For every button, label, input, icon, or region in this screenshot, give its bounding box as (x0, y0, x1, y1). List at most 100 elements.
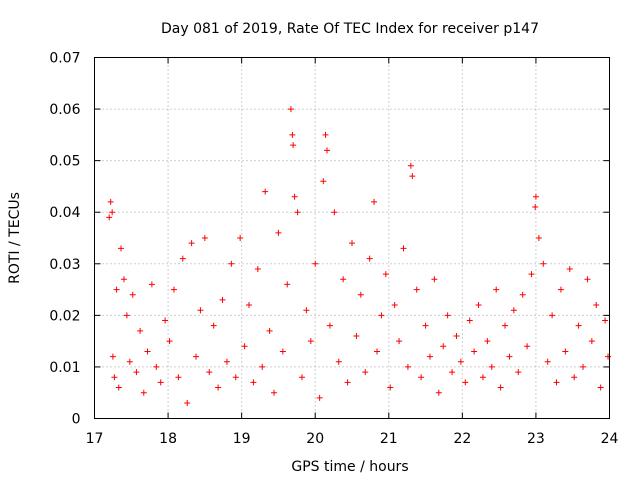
roti-data-point (540, 260, 547, 267)
roti-data-point (493, 286, 500, 293)
roti-data-point (349, 240, 355, 247)
roti-data-point (223, 358, 230, 365)
roti-data-point (357, 291, 364, 298)
roti-data-point (148, 281, 155, 288)
roti-data-point (206, 369, 213, 376)
roti-data-point (566, 265, 573, 272)
roti-data-point (502, 322, 509, 329)
roti-data-point (111, 374, 118, 381)
roti-data-point (449, 369, 456, 376)
roti-data-point (422, 322, 429, 329)
roti-data-point (115, 384, 122, 391)
roti-data-point (544, 358, 551, 365)
y-tick-label: 0.03 (49, 257, 80, 273)
roti-data-point (289, 131, 296, 138)
y-tick-label: 0.07 (49, 51, 80, 67)
roti-data-point (413, 286, 420, 293)
roti-data-point (184, 400, 191, 407)
y-tick-label: 0 (72, 412, 81, 428)
roti-data-point (193, 353, 200, 360)
y-axis-label: ROTI / TECUs (7, 192, 23, 284)
roti-data-point (400, 245, 407, 252)
y-tick-label: 0.01 (49, 360, 80, 376)
roti-data-point (250, 379, 257, 386)
roti-data-point (409, 173, 416, 180)
chart-title: Day 081 of 2019, Rate Of TEC Index for r… (161, 21, 539, 37)
roti-data-point (246, 302, 252, 309)
x-tick-label: 20 (306, 431, 324, 447)
roti-data-point (497, 384, 504, 391)
x-tick-label: 24 (601, 431, 619, 447)
x-tick-label: 21 (380, 431, 398, 447)
roti-data-point (137, 327, 144, 334)
roti-data-point (510, 307, 517, 314)
roti-data-point (553, 379, 560, 386)
roti-data-point (506, 353, 513, 360)
roti-data-point (584, 276, 591, 283)
roti-data-point (106, 214, 113, 221)
roti-data-point (597, 384, 604, 391)
roti-data-point (279, 348, 286, 355)
roti-data-point (316, 394, 323, 401)
roti-data-point (298, 374, 305, 381)
x-tick-label: 18 (159, 431, 177, 447)
roti-data-point (488, 363, 495, 370)
roti-data-point (462, 379, 469, 386)
roti-data-point (378, 312, 385, 319)
roti-data-point (524, 343, 531, 350)
roti-data-point (219, 296, 226, 303)
roti-data-point (593, 302, 600, 309)
roti-data-point (320, 178, 327, 185)
roti-data-point (575, 322, 582, 329)
data-points (106, 106, 612, 407)
roti-data-point (387, 384, 394, 391)
roti-data-point (228, 260, 235, 267)
roti-data-point (275, 229, 282, 236)
roti-data-point (549, 312, 556, 319)
roti-data-point (382, 271, 389, 278)
roti-data-point (362, 369, 369, 376)
roti-data-point (366, 255, 373, 262)
roti-data-point (344, 379, 351, 386)
roti-data-point (479, 374, 486, 381)
roti-data-point (562, 348, 569, 355)
roti-data-point (528, 271, 535, 278)
grid (94, 57, 610, 419)
x-tick-label: 23 (527, 431, 545, 447)
roti-data-point (153, 363, 160, 370)
roti-data-point (210, 322, 217, 329)
roti-data-point (335, 358, 342, 365)
roti-data-point (471, 348, 478, 355)
roti-data-point (303, 307, 310, 314)
roti-data-point (157, 379, 164, 386)
roti-data-point (466, 317, 473, 324)
roti-data-point (126, 358, 133, 365)
roti-data-point (271, 389, 278, 396)
roti-data-point (457, 358, 464, 365)
roti-data-point (241, 343, 248, 350)
roti-data-point (426, 353, 433, 360)
roti-data-point (605, 353, 612, 360)
roti-data-point (123, 312, 130, 319)
x-tick-label: 19 (233, 431, 251, 447)
roti-data-point (232, 374, 239, 381)
roti-data-point (391, 302, 398, 309)
roti-data-point (440, 343, 447, 350)
roti-data-point (396, 338, 403, 345)
roti-data-point (475, 302, 482, 309)
roti-data-point (262, 188, 269, 195)
roti-data-point (484, 338, 491, 345)
roti-data-point (179, 255, 186, 262)
roti-data-point (117, 245, 124, 252)
roti-data-point (371, 198, 378, 205)
roti-data-point (331, 209, 338, 216)
x-tick-label: 17 (86, 431, 104, 447)
roti-data-point (175, 374, 182, 381)
y-tick-label: 0.06 (49, 102, 80, 118)
roti-data-point (323, 147, 330, 154)
roti-data-point (113, 286, 120, 293)
roti-data-point (140, 389, 147, 396)
roti-data-point (290, 142, 297, 149)
roti-data-point (353, 332, 360, 339)
